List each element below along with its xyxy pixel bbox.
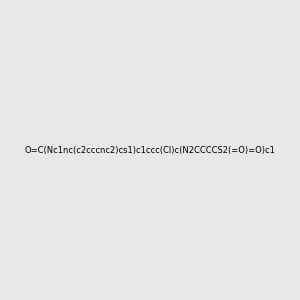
- Text: O=C(Nc1nc(c2cccnc2)cs1)c1ccc(Cl)c(N2CCCCS2(=O)=O)c1: O=C(Nc1nc(c2cccnc2)cs1)c1ccc(Cl)c(N2CCCC…: [25, 146, 275, 154]
